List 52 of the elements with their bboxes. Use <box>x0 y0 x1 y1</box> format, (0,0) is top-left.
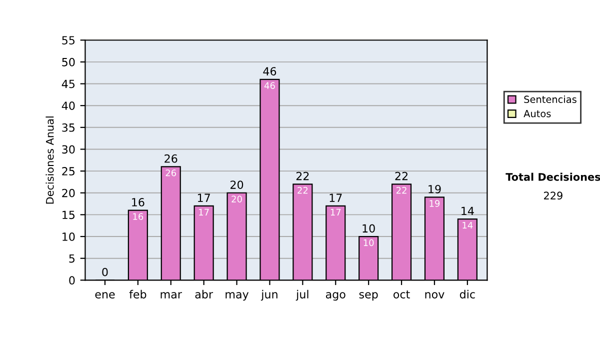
x-tick-label: jun <box>260 290 278 301</box>
total-label: 19 <box>428 184 441 194</box>
total-label: 17 <box>330 194 342 202</box>
x-tick-label: dic <box>460 290 475 298</box>
y-tick-label: 10 <box>62 232 75 241</box>
total-label: 0 <box>102 268 108 276</box>
x-tick-label: ene <box>95 292 115 298</box>
y-tick-label: 0 <box>69 276 75 285</box>
y-axis-title: Decisiones Anual <box>46 116 54 204</box>
text: Total Decisiones <box>506 172 600 181</box>
data-label: 26 <box>166 169 176 176</box>
data-label: 14 <box>462 222 473 229</box>
x-tick-label: abr <box>195 290 214 298</box>
x-tick-label: nov <box>425 292 444 298</box>
x-tick-label: jul <box>296 290 308 301</box>
data-label: 22 <box>298 186 308 194</box>
total-label: 17 <box>198 194 210 202</box>
total-label: 14 <box>462 206 474 215</box>
y-tick-label: 20 <box>62 188 75 198</box>
total-label: 20 <box>230 180 244 189</box>
y-tick-label: 35 <box>62 123 75 132</box>
x-tick-label: sep <box>359 292 378 301</box>
y-tick-label: 15 <box>62 210 75 220</box>
total-label: 46 <box>263 67 276 76</box>
x-tick-label: ago <box>326 292 346 301</box>
data-label: 10 <box>364 239 374 246</box>
data-label: 46 <box>264 82 275 90</box>
x-tick-label: feb <box>129 290 146 298</box>
data-label: 22 <box>396 186 406 194</box>
y-tick-label: 40 <box>62 102 75 110</box>
y-tick-label: 5 <box>69 254 75 263</box>
y-tick-label: 50 <box>62 58 75 66</box>
data-label: 17 <box>330 208 341 216</box>
text: 229 <box>544 192 562 200</box>
total-label: 10 <box>362 224 375 233</box>
data-label: 20 <box>232 196 242 202</box>
y-tick-label: 30 <box>62 145 75 154</box>
x-tick-label: oct <box>394 290 410 298</box>
x-tick-label: mar <box>160 292 182 298</box>
data-label: 19 <box>430 200 440 207</box>
data-label: 17 <box>199 208 209 216</box>
total-label: 26 <box>164 154 178 163</box>
legend-label: Sentencias <box>524 95 576 104</box>
total-label: 22 <box>296 172 309 180</box>
total-label: 16 <box>132 198 144 206</box>
y-tick-label: 45 <box>62 80 75 88</box>
y-tick-label: 55 <box>62 36 75 44</box>
total-label: 22 <box>395 172 408 180</box>
data-label: 16 <box>133 213 144 220</box>
y-tick-label: 25 <box>62 167 75 176</box>
x-tick-label: may <box>226 292 249 301</box>
legend-label: Autos <box>524 110 551 118</box>
